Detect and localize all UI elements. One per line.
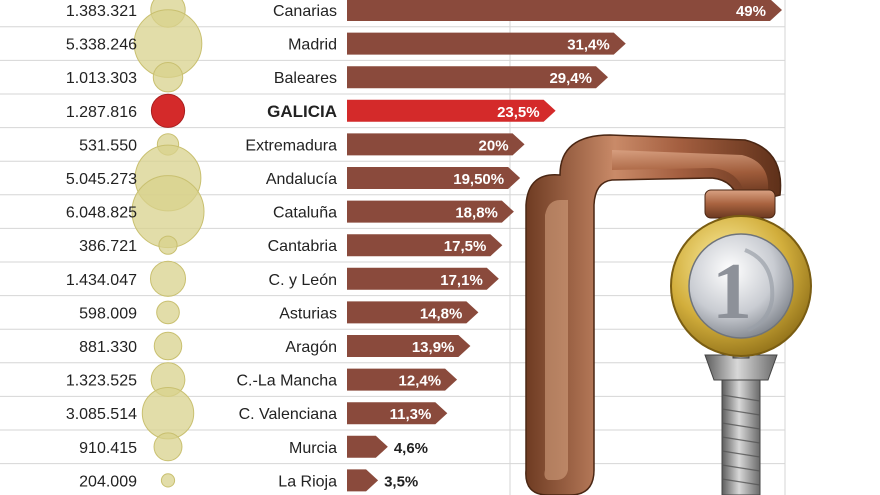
population-bubble [149,260,187,297]
value-label: 20% [479,137,509,154]
row-labels: 1.383.321 Canarias 49% 5.338.246 Madrid 31,4%… [66,3,766,490]
region-label: Canarias [273,3,337,20]
value-label: 12,4% [399,373,442,390]
population-label: 598.009 [79,305,137,322]
population-label: 531.550 [79,137,137,154]
value-label: 31,4% [567,37,610,54]
value-label: 17,1% [440,272,483,289]
bar [347,200,514,223]
population-label: 881.330 [79,339,137,356]
region-label: Aragón [285,339,337,356]
value-label: 4,6% [394,440,428,457]
population-bubbles [131,0,205,488]
value-label: 3,5% [384,473,418,490]
value-label: 29,4% [549,70,592,87]
chart-grid [0,0,786,495]
value-label: 18,8% [455,205,498,222]
population-label: 1.287.816 [66,104,137,121]
region-label: Baleares [274,70,337,87]
region-label: GALICIA [267,102,337,121]
c-clamp-icon [525,134,782,495]
bar [347,402,448,425]
bar [347,66,608,89]
population-label: 386.721 [79,238,137,255]
population-bubble [150,93,186,128]
value-label: 17,5% [444,238,487,255]
euro-coin-icon: 1 [670,215,812,357]
region-label: C. Valenciana [239,406,338,423]
bar [347,368,458,391]
region-label: Cantabria [268,238,337,255]
value-label: 19,50% [453,171,504,188]
region-label: Murcia [289,440,337,457]
population-bubble [156,300,180,325]
population-label: 5.045.273 [66,171,137,188]
value-label: 23,5% [497,104,540,121]
bar [347,167,521,189]
bar [347,0,782,21]
bar [347,301,479,324]
bar [347,32,626,55]
population-label: 5.338.246 [66,37,137,54]
bar [347,267,499,290]
value-label: 49% [736,3,766,20]
bar [347,99,556,122]
bar [347,335,471,357]
region-label: La Rioja [278,473,337,490]
region-label: Andalucía [266,171,337,188]
bar [347,234,503,257]
value-label: 11,3% [390,406,432,423]
population-label: 3.085.514 [66,406,137,423]
population-bubble [141,386,195,440]
region-label: Asturias [279,305,337,322]
bar [347,435,388,458]
population-label: 6.048.825 [66,205,137,222]
bar [347,133,525,156]
bar [347,469,379,492]
region-label: Madrid [288,37,337,54]
population-bubble [158,235,178,255]
region-label: Extremadura [245,137,337,154]
population-bubble [160,473,176,488]
population-bubble [153,432,183,462]
population-label: 1.383.321 [66,3,137,20]
region-label: C. y León [269,272,337,289]
region-label: C.-La Mancha [237,373,338,390]
population-bubble [153,331,183,361]
population-label: 1.434.047 [66,272,137,289]
coin-digit: 1 [712,248,752,336]
population-bubble [152,61,184,93]
value-label: 14,8% [420,305,463,322]
population-label: 1.013.303 [66,70,137,87]
region-label: Cataluña [273,205,337,222]
population-label: 910.415 [79,440,137,457]
bars [347,0,782,492]
population-label: 1.323.525 [66,373,137,390]
population-label: 204.009 [79,473,137,490]
value-label: 13,9% [412,339,455,356]
